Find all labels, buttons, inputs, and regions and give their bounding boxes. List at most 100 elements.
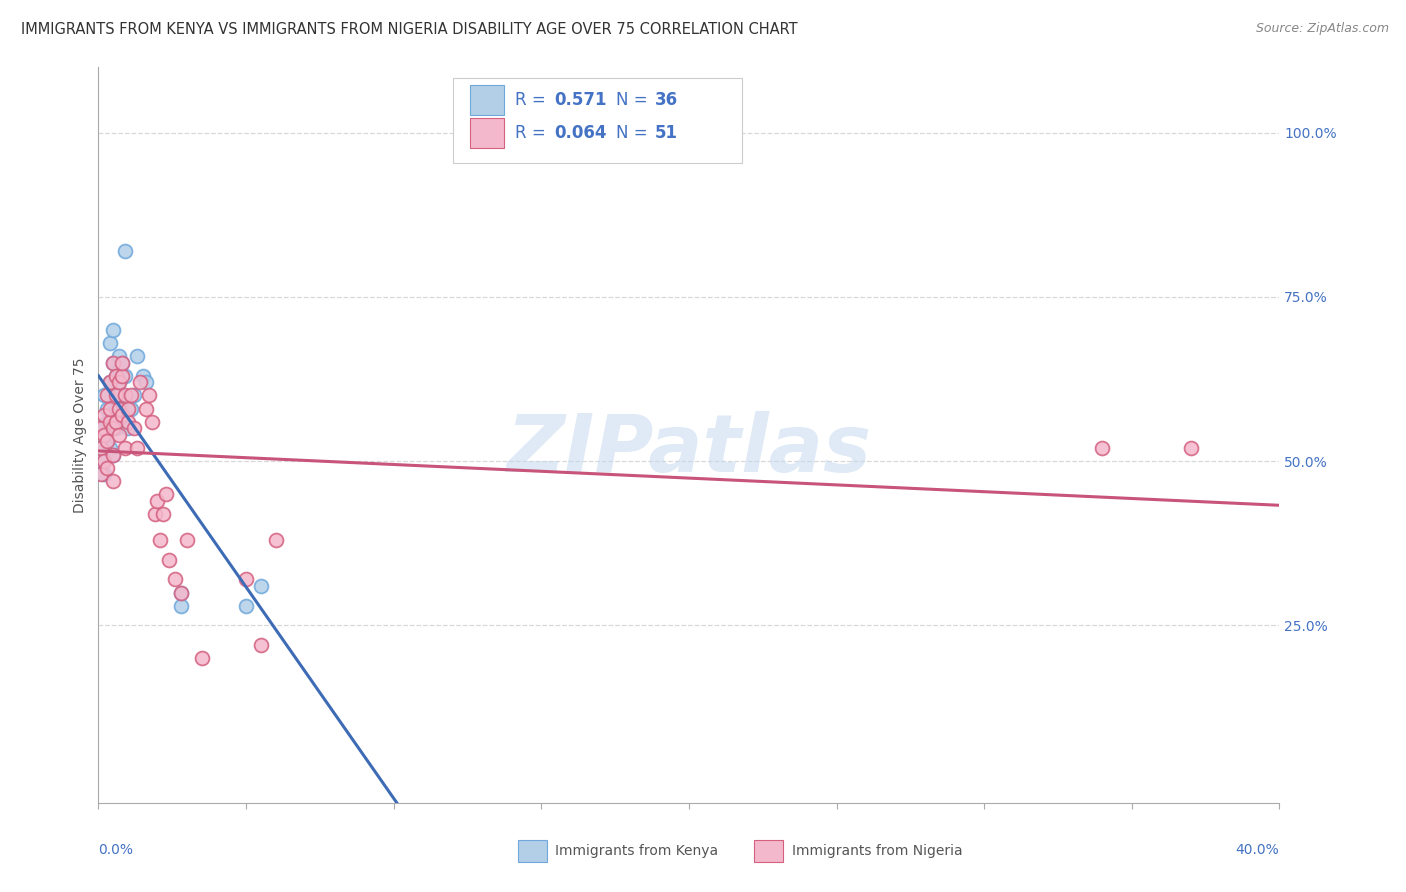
Point bbox=[114, 441, 136, 455]
Text: 51: 51 bbox=[655, 124, 678, 142]
Text: R =: R = bbox=[516, 91, 551, 109]
Point bbox=[250, 579, 273, 593]
FancyBboxPatch shape bbox=[471, 119, 503, 148]
Point bbox=[105, 415, 128, 429]
Point bbox=[170, 585, 193, 599]
Point bbox=[170, 599, 193, 613]
Point bbox=[98, 376, 121, 390]
Point bbox=[191, 651, 214, 665]
Point bbox=[125, 349, 148, 363]
Point bbox=[114, 244, 136, 258]
Point bbox=[264, 533, 287, 547]
Point bbox=[114, 388, 136, 402]
Point bbox=[1180, 441, 1202, 455]
Point bbox=[96, 434, 118, 449]
FancyBboxPatch shape bbox=[754, 839, 783, 862]
Text: 36: 36 bbox=[655, 91, 678, 109]
Point bbox=[108, 388, 131, 402]
Point bbox=[111, 368, 134, 383]
Point bbox=[152, 507, 174, 521]
Point bbox=[93, 421, 115, 435]
Point bbox=[108, 362, 131, 376]
Point bbox=[111, 355, 134, 369]
Point bbox=[90, 454, 112, 468]
Y-axis label: Disability Age Over 75: Disability Age Over 75 bbox=[73, 357, 87, 513]
Point bbox=[105, 401, 128, 416]
Point bbox=[98, 441, 121, 455]
Point bbox=[141, 415, 163, 429]
Point bbox=[235, 599, 257, 613]
Point bbox=[93, 467, 115, 482]
Point bbox=[117, 401, 139, 416]
Text: IMMIGRANTS FROM KENYA VS IMMIGRANTS FROM NIGERIA DISABILITY AGE OVER 75 CORRELAT: IMMIGRANTS FROM KENYA VS IMMIGRANTS FROM… bbox=[21, 22, 797, 37]
Point bbox=[103, 323, 125, 337]
Point bbox=[90, 441, 112, 455]
Point bbox=[143, 507, 166, 521]
Point bbox=[176, 533, 198, 547]
Point bbox=[96, 460, 118, 475]
Point bbox=[111, 355, 134, 369]
FancyBboxPatch shape bbox=[471, 86, 503, 115]
Point bbox=[122, 388, 145, 402]
Point bbox=[117, 421, 139, 435]
Point bbox=[157, 552, 180, 566]
Point bbox=[98, 376, 121, 390]
Text: Immigrants from Kenya: Immigrants from Kenya bbox=[555, 844, 718, 857]
Point bbox=[108, 427, 131, 442]
Point bbox=[90, 441, 112, 455]
Point bbox=[103, 355, 125, 369]
Point bbox=[96, 434, 118, 449]
Point bbox=[120, 388, 142, 402]
Text: R =: R = bbox=[516, 124, 551, 142]
Point bbox=[103, 421, 125, 435]
Point bbox=[114, 368, 136, 383]
Point bbox=[138, 388, 160, 402]
Point bbox=[135, 376, 157, 390]
Text: 40.0%: 40.0% bbox=[1236, 843, 1279, 857]
Point bbox=[122, 421, 145, 435]
Text: Immigrants from Nigeria: Immigrants from Nigeria bbox=[792, 844, 962, 857]
Text: N =: N = bbox=[616, 124, 652, 142]
Point bbox=[149, 533, 172, 547]
Point bbox=[90, 467, 112, 482]
Text: 0.571: 0.571 bbox=[554, 91, 607, 109]
Point bbox=[90, 421, 112, 435]
Point bbox=[117, 415, 139, 429]
Point bbox=[103, 474, 125, 488]
Point bbox=[155, 487, 177, 501]
Point bbox=[120, 401, 142, 416]
Point bbox=[108, 376, 131, 390]
Point bbox=[105, 368, 128, 383]
Point bbox=[93, 427, 115, 442]
Point bbox=[96, 388, 118, 402]
Point bbox=[165, 573, 187, 587]
Point bbox=[250, 638, 273, 652]
Point bbox=[93, 388, 115, 402]
Point bbox=[98, 415, 121, 429]
Text: 0.0%: 0.0% bbox=[98, 843, 134, 857]
Text: N =: N = bbox=[616, 91, 652, 109]
Point bbox=[105, 368, 128, 383]
Point bbox=[103, 448, 125, 462]
Point bbox=[108, 349, 131, 363]
Point bbox=[146, 493, 169, 508]
Point bbox=[103, 421, 125, 435]
FancyBboxPatch shape bbox=[453, 78, 742, 162]
Point bbox=[135, 401, 157, 416]
Point bbox=[1091, 441, 1114, 455]
Point bbox=[105, 388, 128, 402]
Point bbox=[108, 376, 131, 390]
Point bbox=[96, 415, 118, 429]
Text: ZIPatlas: ZIPatlas bbox=[506, 410, 872, 489]
Text: 0.064: 0.064 bbox=[554, 124, 607, 142]
Point bbox=[108, 401, 131, 416]
Text: Source: ZipAtlas.com: Source: ZipAtlas.com bbox=[1256, 22, 1389, 36]
FancyBboxPatch shape bbox=[517, 839, 547, 862]
Point bbox=[111, 408, 134, 422]
Point bbox=[132, 368, 155, 383]
Point bbox=[93, 408, 115, 422]
Point bbox=[98, 401, 121, 416]
Point bbox=[235, 573, 257, 587]
Point bbox=[93, 454, 115, 468]
Point bbox=[128, 376, 150, 390]
